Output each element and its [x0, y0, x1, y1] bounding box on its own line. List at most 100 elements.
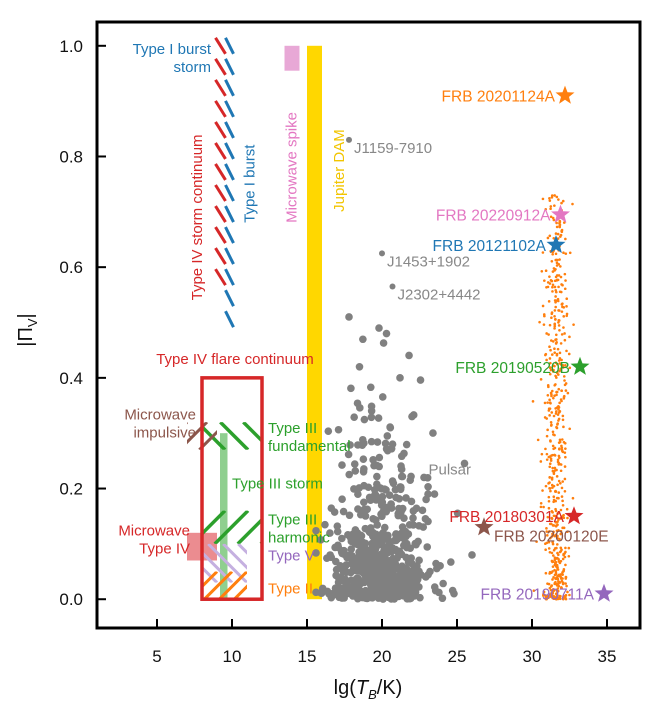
frb-burst-point — [547, 499, 551, 503]
frb-burst-point — [554, 595, 558, 599]
frb-burst-point — [553, 469, 557, 472]
frb-burst-point — [549, 215, 553, 219]
frb-burst-point — [550, 353, 554, 356]
pulsar-point — [334, 573, 343, 582]
pulsar-point — [415, 521, 423, 530]
frb-burst-point — [543, 416, 547, 419]
frb-burst-point — [561, 480, 565, 483]
pulsar-point — [415, 556, 423, 565]
frb-burst-point — [545, 527, 548, 530]
frb-burst-point — [548, 282, 552, 285]
frb-burst-point — [553, 327, 556, 330]
y-tick-label: 0.2 — [59, 480, 83, 499]
frb-burst-point — [557, 454, 561, 458]
frb-burst-point — [545, 332, 548, 335]
frb-burst-point — [548, 414, 551, 417]
pulsar-point — [395, 585, 403, 593]
pulsar-point — [396, 374, 404, 382]
frb-burst-point — [551, 560, 554, 564]
frb-burst-point — [553, 324, 557, 328]
pulsar-point — [391, 485, 400, 494]
pulsar-point — [453, 509, 462, 518]
pulsar-point — [409, 507, 418, 515]
frb-burst-point — [559, 482, 562, 485]
pulsar-point — [367, 402, 376, 411]
pulsar-point — [312, 526, 320, 535]
frb-burst-point — [547, 333, 550, 336]
frb-burst-point — [554, 412, 558, 415]
frb-burst-point — [547, 506, 551, 510]
frb-burst-point — [560, 201, 563, 205]
frb-burst-point — [556, 423, 559, 426]
frb-burst-point — [548, 197, 551, 200]
frb-burst-point — [539, 378, 543, 381]
frb-burst-point — [560, 586, 563, 590]
pulsar-point — [370, 492, 378, 501]
frb-burst-point — [568, 427, 572, 431]
frb-name-label: FRB 20180301A — [449, 509, 564, 526]
frb-burst-point — [561, 305, 564, 309]
frb-burst-point — [564, 237, 567, 241]
frb-burst-point — [553, 547, 557, 550]
pulsar-point — [390, 595, 399, 603]
type-iii-storm-bar — [220, 433, 228, 600]
type-v-hatch-stroke — [222, 543, 247, 570]
frb-burst-point — [539, 501, 543, 505]
frb-burst-point — [558, 290, 562, 294]
pulsar-point — [399, 541, 408, 550]
type-i-burst-stroke — [224, 79, 235, 97]
frb-burst-point — [564, 279, 567, 282]
frb-burst-point — [559, 517, 563, 520]
pulsar-point — [450, 589, 458, 598]
frb-burst-point — [554, 509, 558, 513]
frb-burst-point — [546, 384, 550, 387]
pulsar-label: Pulsar — [429, 462, 472, 479]
frb-burst-point — [552, 495, 556, 498]
frb-burst-point — [532, 589, 536, 592]
frb-burst-point — [563, 379, 566, 382]
frb-star-icon — [555, 85, 575, 104]
frb-burst-point — [554, 580, 557, 584]
frb-burst-point — [564, 389, 568, 392]
frb-burst-point — [542, 505, 545, 509]
frb-burst-point — [553, 384, 557, 387]
pulsar-point — [359, 335, 367, 344]
frb-burst-point — [560, 283, 563, 286]
x-tick-label: 15 — [298, 647, 317, 666]
frb-burst-point — [561, 503, 565, 507]
type-iii-fundamental-label: Type III fundamental — [268, 420, 351, 455]
type-iii-harmonic-hatch-strokes — [202, 510, 262, 544]
pulsar-point — [393, 535, 402, 543]
frb-burst-point — [558, 401, 561, 405]
frb-burst-point — [564, 597, 568, 601]
frb-burst-point — [547, 495, 551, 499]
pulsar-point — [354, 490, 362, 499]
plot-frame — [95, 20, 642, 630]
pulsar-point — [345, 313, 353, 321]
frb-burst-point — [555, 338, 558, 341]
frb-burst-point — [552, 414, 556, 418]
frb-burst-point — [549, 588, 553, 592]
frb-burst-point — [557, 411, 561, 414]
frb-burst-point — [550, 517, 554, 520]
frb-burst-point — [567, 546, 571, 550]
pulsar-point — [388, 440, 397, 449]
pulsar-point — [424, 490, 432, 498]
x-tick-label: 30 — [523, 647, 542, 666]
frb-burst-point — [539, 460, 543, 463]
pulsar-point — [412, 540, 420, 549]
frb-burst-point — [558, 357, 562, 360]
frb-burst-point — [552, 500, 555, 504]
frb-burst-point — [559, 233, 563, 237]
pulsar-point — [338, 495, 346, 503]
pulsar-point — [370, 461, 378, 470]
pulsar-point — [360, 498, 368, 507]
pulsar-point — [366, 383, 375, 392]
y-tick-label: 0.4 — [59, 369, 83, 388]
pulsar-point — [343, 589, 351, 598]
pulsar-point — [369, 528, 377, 537]
frb-burst-point — [551, 565, 555, 568]
pulsar-point — [360, 415, 369, 424]
frb-burst-point — [553, 204, 556, 207]
frb-burst-point — [544, 571, 548, 575]
